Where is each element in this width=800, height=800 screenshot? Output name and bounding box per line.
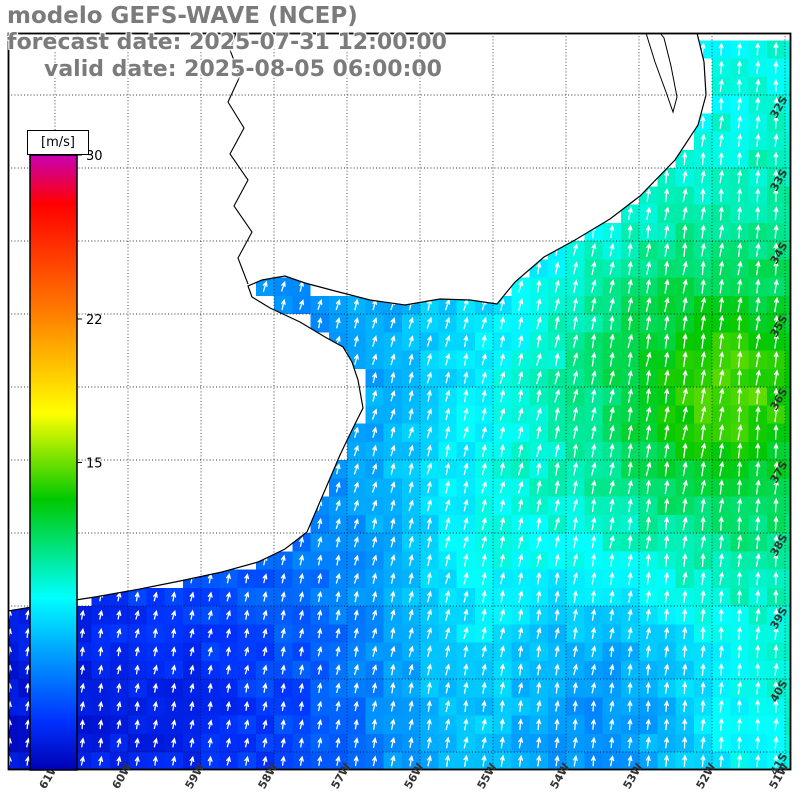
valid-date-label: valid date: 2025-08-05 06:00:00: [44, 57, 442, 82]
colorbar-tick-label: 30: [86, 149, 103, 164]
colorbar-unit-label: [m/s]: [27, 130, 89, 155]
colorbar-gradient: [29, 154, 78, 771]
colorbar-tick-label: 22: [86, 313, 103, 328]
lagoon-outline: [645, 33, 678, 114]
model-title: modelo GEFS-WAVE (NCEP): [7, 3, 358, 29]
colorbar-tick-label: 15: [86, 457, 103, 472]
map-border: [7, 32, 792, 771]
land-mass: [8, 33, 707, 612]
forecast-date-label: forecast date: 2025-07-31 12:00:00: [7, 30, 447, 55]
river-line: [227, 33, 253, 285]
colorbar: 30 22 15: [29, 149, 103, 771]
